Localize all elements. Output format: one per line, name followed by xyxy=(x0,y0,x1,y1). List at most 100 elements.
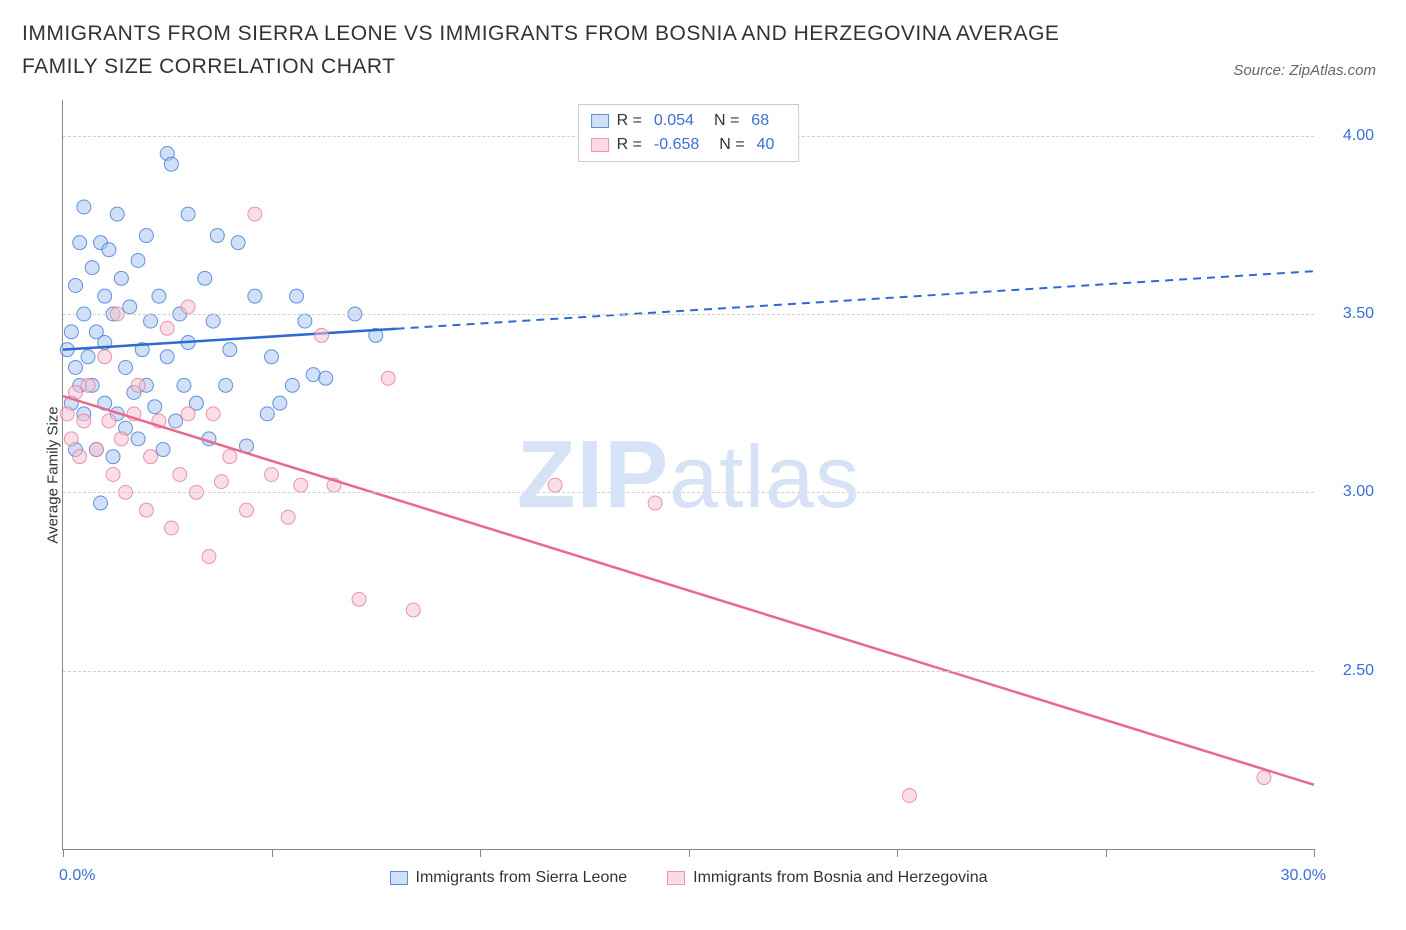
legend-item-1: Immigrants from Sierra Leone xyxy=(390,869,628,887)
r-value-1: 0.054 xyxy=(654,109,694,133)
legend-stats-row-2: R = -0.658 N = 40 xyxy=(591,133,787,157)
scatter-point xyxy=(319,371,333,385)
source-name: ZipAtlas.com xyxy=(1289,62,1376,79)
scatter-point xyxy=(131,254,145,268)
legend-series: Immigrants from Sierra Leone Immigrants … xyxy=(63,869,1314,887)
scatter-point xyxy=(260,407,274,421)
x-tick xyxy=(1106,849,1107,857)
scatter-point xyxy=(69,361,83,375)
scatter-point xyxy=(164,521,178,535)
scatter-point xyxy=(156,443,170,457)
y-tick-label: 3.50 xyxy=(1343,305,1374,323)
legend-series-name-2: Immigrants from Bosnia and Herzegovina xyxy=(693,869,987,887)
y-tick-label: 3.00 xyxy=(1343,483,1374,501)
scatter-point xyxy=(177,378,191,392)
scatter-point xyxy=(210,229,224,243)
x-tick xyxy=(480,849,481,857)
legend-bottom-swatch-2 xyxy=(667,871,685,885)
trend-line-dashed xyxy=(397,271,1314,329)
scatter-point xyxy=(181,407,195,421)
scatter-point xyxy=(181,300,195,314)
x-tick xyxy=(897,849,898,857)
x-tick xyxy=(689,849,690,857)
scatter-point xyxy=(169,414,183,428)
scatter-point xyxy=(160,350,174,364)
scatter-point xyxy=(139,229,153,243)
scatter-point xyxy=(219,378,233,392)
y-axis-label: Average Family Size xyxy=(45,406,62,543)
scatter-point xyxy=(60,407,74,421)
scatter-point xyxy=(1257,771,1271,785)
scatter-point xyxy=(119,361,133,375)
scatter-point xyxy=(239,503,253,517)
x-range-start: 0.0% xyxy=(59,867,95,885)
r-label-1: R = xyxy=(617,109,642,133)
n-label-1: N = xyxy=(714,109,739,133)
chart-container: Average Family Size ZIPatlas R = 0.054 N… xyxy=(22,100,1384,910)
legend-swatch-2 xyxy=(591,138,609,152)
chart-svg xyxy=(63,100,1314,849)
scatter-point xyxy=(89,443,103,457)
scatter-point xyxy=(144,450,158,464)
scatter-point xyxy=(214,475,228,489)
scatter-point xyxy=(306,368,320,382)
scatter-point xyxy=(102,243,116,257)
scatter-point xyxy=(285,378,299,392)
scatter-point xyxy=(123,300,137,314)
scatter-point xyxy=(114,271,128,285)
scatter-point xyxy=(248,207,262,221)
scatter-point xyxy=(290,289,304,303)
grid-line xyxy=(63,492,1314,493)
source-prefix: Source: xyxy=(1233,62,1289,79)
scatter-point xyxy=(139,503,153,517)
r-label-2: R = xyxy=(617,133,642,157)
scatter-point xyxy=(131,432,145,446)
scatter-point xyxy=(98,289,112,303)
scatter-point xyxy=(85,261,99,275)
trend-line-solid xyxy=(63,396,1314,785)
scatter-point xyxy=(352,592,366,606)
scatter-point xyxy=(152,289,166,303)
scatter-point xyxy=(106,468,120,482)
scatter-point xyxy=(202,550,216,564)
x-range-end: 30.0% xyxy=(1281,867,1326,885)
scatter-point xyxy=(148,400,162,414)
scatter-point xyxy=(206,314,220,328)
n-label-2: N = xyxy=(719,133,744,157)
scatter-point xyxy=(903,789,917,803)
scatter-point xyxy=(64,325,78,339)
scatter-point xyxy=(106,450,120,464)
n-value-2: 40 xyxy=(757,133,775,157)
x-tick xyxy=(1314,849,1315,857)
scatter-point xyxy=(298,314,312,328)
scatter-point xyxy=(198,271,212,285)
scatter-point xyxy=(231,236,245,250)
scatter-point xyxy=(102,414,116,428)
scatter-point xyxy=(81,350,95,364)
legend-stats-row-1: R = 0.054 N = 68 xyxy=(591,109,787,133)
scatter-point xyxy=(281,510,295,524)
scatter-point xyxy=(73,236,87,250)
scatter-point xyxy=(64,432,78,446)
scatter-point xyxy=(294,478,308,492)
scatter-point xyxy=(548,478,562,492)
scatter-point xyxy=(164,157,178,171)
scatter-point xyxy=(648,496,662,510)
n-value-1: 68 xyxy=(751,109,769,133)
legend-series-name-1: Immigrants from Sierra Leone xyxy=(416,869,628,887)
legend-item-2: Immigrants from Bosnia and Herzegovina xyxy=(667,869,987,887)
scatter-point xyxy=(223,450,237,464)
scatter-point xyxy=(98,350,112,364)
scatter-point xyxy=(381,371,395,385)
chart-source: Source: ZipAtlas.com xyxy=(1233,62,1376,83)
grid-line xyxy=(63,671,1314,672)
scatter-point xyxy=(265,350,279,364)
x-tick xyxy=(63,849,64,857)
y-tick-label: 4.00 xyxy=(1343,127,1374,145)
scatter-point xyxy=(110,207,124,221)
legend-bottom-swatch-1 xyxy=(390,871,408,885)
plot-area: Average Family Size ZIPatlas R = 0.054 N… xyxy=(62,100,1314,850)
chart-title: IMMIGRANTS FROM SIERRA LEONE VS IMMIGRAN… xyxy=(22,18,1122,83)
grid-line xyxy=(63,314,1314,315)
scatter-point xyxy=(77,200,91,214)
